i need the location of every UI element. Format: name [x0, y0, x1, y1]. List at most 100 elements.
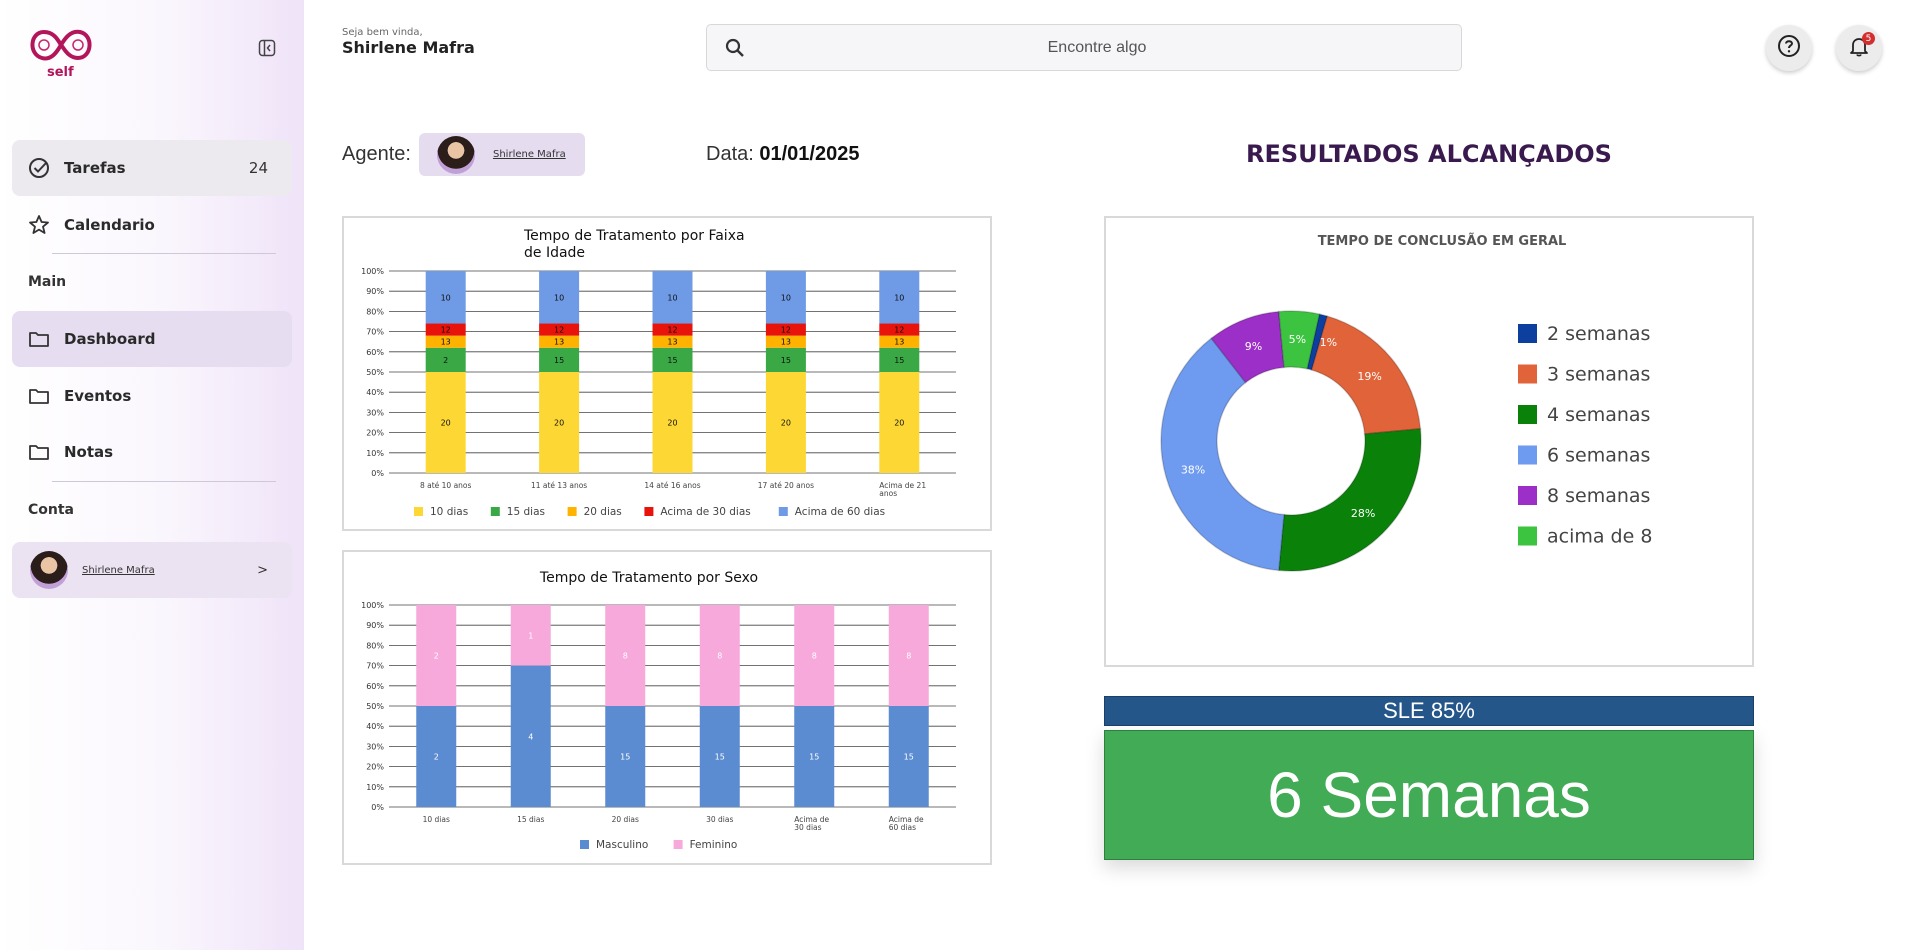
agent-selector[interactable]: Shirlene Mafra — [419, 133, 585, 176]
data-label: 20 — [667, 419, 677, 428]
data-label: 20 — [894, 419, 904, 428]
sidebar-item-dashboard[interactable]: Dashboard — [12, 311, 292, 367]
completion-time-panel: TEMPO DE CONCLUSÃO EM GERAL 19% 28% 38% 9% 5%… — [1104, 216, 1754, 667]
bar-segment — [879, 323, 920, 336]
data-label: 12 — [781, 326, 791, 335]
y-tick-label: 80% — [366, 307, 384, 316]
x-tick-label: Acima de 21 — [879, 481, 926, 490]
folder-icon — [28, 328, 50, 350]
legend-swatch — [1518, 486, 1537, 505]
chart-title: Tempo de Tratamento por Faixa — [523, 228, 745, 244]
y-tick-label: 50% — [366, 368, 384, 377]
completion-time-chart: TEMPO DE CONCLUSÃO EM GERAL 19% 28% 38% 9% 5%… — [1160, 233, 1652, 572]
legend-label: Masculino — [596, 839, 648, 851]
sidebar-item-label: Notas — [64, 443, 114, 461]
y-tick-label: 70% — [366, 328, 384, 337]
sle-bar: SLE 85% — [1104, 696, 1754, 726]
y-tick-label: 90% — [366, 287, 384, 296]
bar-segment — [652, 323, 693, 336]
legend-swatch — [580, 840, 589, 849]
chevron-right-icon: > — [257, 562, 268, 578]
donut-slice — [1310, 315, 1422, 435]
y-tick-label: 0% — [371, 469, 384, 478]
y-tick-label: 40% — [366, 722, 384, 731]
data-label: 13 — [894, 338, 904, 347]
section-label-conta: Conta — [28, 502, 74, 518]
bar-segment — [605, 706, 646, 807]
sidebar-item-label: Tarefas — [64, 159, 126, 177]
data-label: 4 — [528, 732, 533, 741]
data-label: 8 — [906, 652, 911, 661]
date-value: 01/01/2025 — [759, 143, 860, 165]
sex-chart: Tempo de Tratamento por Sexo 0% 10% 20% 30% 4… — [361, 570, 956, 851]
data-label: 10 — [554, 293, 564, 302]
legend-swatch — [490, 507, 500, 516]
sidebar-item-eventos[interactable]: Eventos — [12, 368, 292, 424]
help-button[interactable] — [1766, 25, 1812, 71]
date-label: Data: — [706, 143, 754, 165]
bar-segment — [888, 605, 929, 706]
legend-swatch — [644, 507, 654, 516]
account-name: Shirlene Mafra — [82, 564, 155, 576]
bar-segment — [879, 347, 920, 372]
legend-label: 8 semanas — [1547, 485, 1650, 507]
data-label: 15 — [554, 356, 564, 365]
search-icon — [725, 38, 745, 62]
y-tick-label: 100% — [361, 601, 384, 610]
notifications-button[interactable]: 5 — [1836, 25, 1882, 71]
data-label: 15 — [715, 753, 725, 762]
x-tick-label: 30 dias — [706, 815, 733, 824]
section-label-main: Main — [28, 274, 67, 290]
sex-chart-panel: Tempo de Tratamento por Sexo 0% 10% 20% 30% 4… — [342, 550, 992, 865]
search-bar[interactable] — [706, 24, 1462, 71]
bar-segment — [765, 347, 806, 372]
notification-badge: 5 — [1862, 32, 1875, 45]
sidebar-collapse-icon[interactable] — [258, 39, 276, 57]
sidebar-item-calendario[interactable]: Calendario — [12, 197, 292, 253]
date-display[interactable]: Data: 01/01/2025 — [706, 143, 859, 166]
legend-swatch — [673, 840, 683, 849]
app-logo[interactable]: self — [24, 26, 98, 80]
bar-segment — [699, 605, 740, 706]
bar-segment — [425, 347, 466, 372]
y-tick-label: 70% — [366, 662, 384, 671]
data-label: 10 — [894, 293, 904, 302]
bar-segment — [699, 706, 740, 807]
slice-label: 9% — [1245, 340, 1262, 353]
bar-segment — [510, 665, 551, 807]
data-label: 8 — [623, 652, 628, 661]
sidebar-item-notas[interactable]: Notas — [12, 424, 292, 480]
y-tick-label: 100% — [361, 267, 384, 276]
data-label: 15 — [904, 753, 914, 762]
legend-label: 4 semanas — [1547, 404, 1650, 426]
y-tick-label: 30% — [366, 742, 384, 751]
sidebar-item-label: Dashboard — [64, 330, 156, 348]
account-item[interactable]: Shirlene Mafra > — [12, 542, 292, 598]
legend-swatch — [567, 507, 577, 516]
bar-segment — [765, 271, 806, 324]
legend-label: 15 dias — [507, 506, 545, 518]
legend-swatch — [1518, 324, 1537, 343]
sidebar-item-tarefas[interactable]: Tarefas 24 — [12, 140, 292, 196]
bar-segment — [652, 335, 693, 348]
bar-segment — [425, 271, 466, 324]
y-tick-label: 20% — [366, 763, 384, 772]
donut-slice — [1277, 310, 1321, 370]
bar-segment — [605, 605, 646, 706]
search-input[interactable] — [757, 25, 1437, 70]
donut-slice — [1160, 337, 1285, 572]
legend-label: 20 dias — [584, 506, 622, 518]
user-name: Shirlene Mafra — [342, 38, 475, 57]
bar-segment — [652, 271, 693, 324]
x-tick-label: 60 dias — [889, 823, 916, 832]
bar-segment — [879, 271, 920, 324]
chart-title: Tempo de Tratamento por Sexo — [539, 570, 758, 586]
data-label: 15 — [781, 356, 791, 365]
legend-swatch — [778, 507, 788, 516]
x-tick-label: 11 até 13 anos — [531, 481, 587, 490]
legend-swatch — [1518, 526, 1537, 546]
sle-result: 6 Semanas — [1104, 730, 1754, 860]
y-tick-label: 60% — [366, 682, 384, 691]
x-tick-label: 20 dias — [612, 815, 639, 824]
